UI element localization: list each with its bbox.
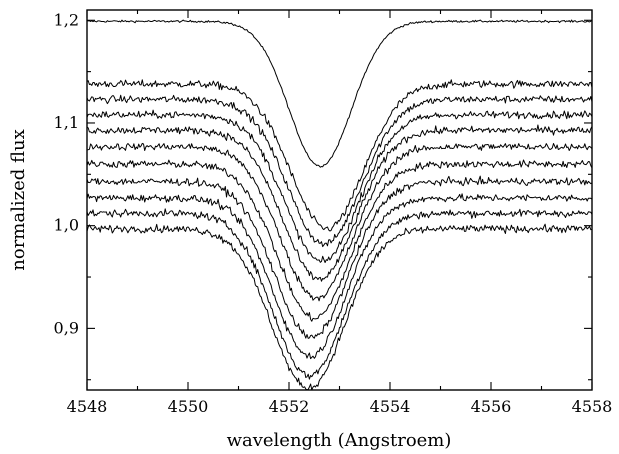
spectrum-line-8 [86,175,593,339]
y-tick-label: 0,9 [54,318,79,337]
spectrum-line-7 [86,159,593,322]
y-tick-label: 1,0 [54,216,79,235]
x-tick-label: 4550 [168,397,209,416]
x-tick-label: 4558 [572,397,613,416]
spectrum-line-2 [86,79,593,232]
y-tick-label: 1,1 [54,113,79,132]
series-layer [86,19,593,391]
x-tick-label: 4552 [269,397,310,416]
y-axis-label: normalized flux [8,129,29,270]
plot-frame [86,9,593,391]
x-tick-label: 4548 [67,397,108,416]
spectrum-line-11 [86,223,593,391]
x-axis-label: wavelength (Angstroem) [227,430,452,451]
spectrum-line-6 [86,142,593,302]
x-tick-label: 4556 [471,397,512,416]
y-tick-label: 1,2 [54,10,79,29]
spectrum-line-5 [86,124,593,282]
spectrum-line-10 [86,208,593,380]
spectrum-line-4 [86,109,593,263]
tick-layer: 4548 4550 4552 4554 4556 4558 0,9 1,0 1,1 1,2 [54,10,613,416]
spectrum-line-3 [86,94,593,248]
spectrum-line-1 [86,19,593,168]
x-tick-label: 4554 [370,397,411,416]
spectrum-line-9 [86,193,593,360]
